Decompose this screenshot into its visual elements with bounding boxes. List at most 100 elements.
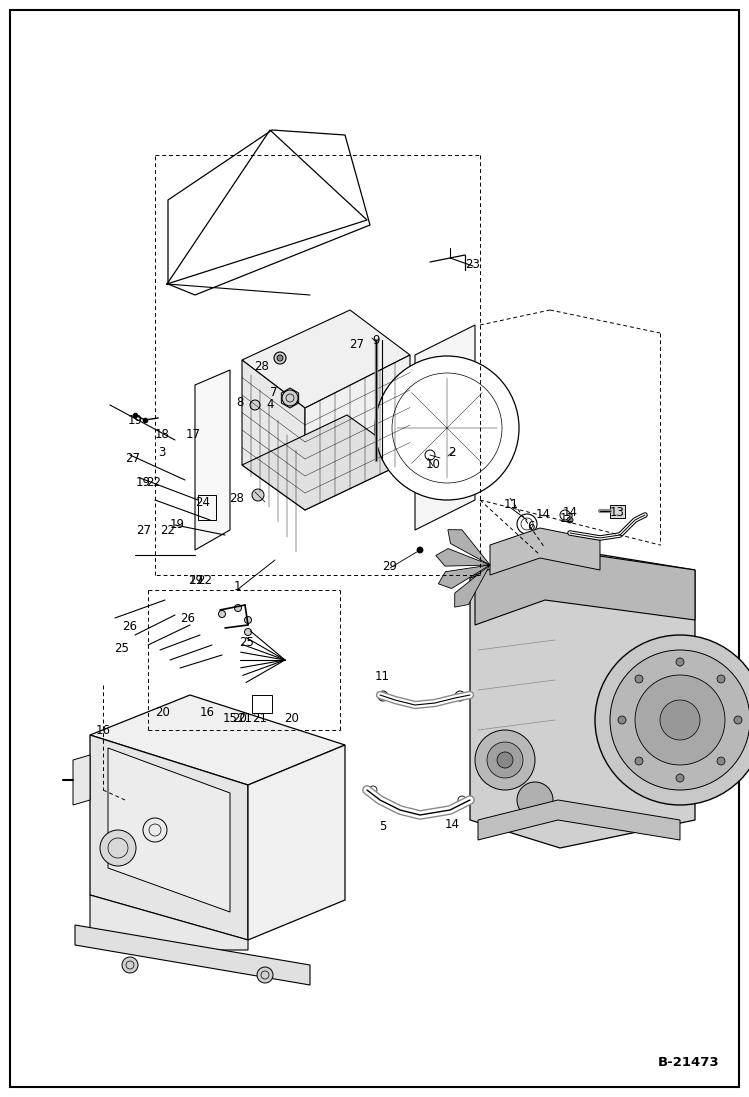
Circle shape: [219, 611, 225, 618]
Text: 28: 28: [229, 491, 244, 505]
Text: 27: 27: [136, 523, 151, 536]
Circle shape: [375, 357, 519, 500]
Text: 20: 20: [285, 712, 300, 724]
Text: 14: 14: [444, 817, 459, 830]
Circle shape: [676, 658, 684, 666]
Text: 19: 19: [136, 476, 151, 489]
Circle shape: [635, 675, 725, 765]
Circle shape: [244, 629, 252, 635]
Circle shape: [274, 352, 286, 364]
Text: 20: 20: [156, 705, 171, 719]
Text: 4: 4: [266, 397, 273, 410]
Text: 19: 19: [169, 519, 184, 532]
Text: 2: 2: [448, 446, 455, 460]
Text: 8: 8: [237, 396, 243, 408]
Circle shape: [618, 716, 626, 724]
Text: 3: 3: [158, 445, 166, 459]
Circle shape: [122, 957, 138, 973]
Text: 17: 17: [186, 429, 201, 441]
Bar: [98, 759, 123, 769]
Text: 21: 21: [237, 712, 252, 724]
Text: 10: 10: [425, 457, 440, 471]
Circle shape: [635, 757, 643, 765]
Polygon shape: [90, 735, 248, 940]
Polygon shape: [242, 360, 305, 510]
Text: 1: 1: [233, 580, 240, 593]
Text: 27: 27: [126, 452, 141, 464]
Bar: [252, 695, 272, 713]
Polygon shape: [475, 548, 695, 625]
Polygon shape: [305, 355, 410, 510]
Polygon shape: [478, 800, 680, 840]
Text: 27: 27: [350, 338, 365, 351]
Circle shape: [567, 517, 573, 523]
Text: 23: 23: [466, 258, 480, 271]
Polygon shape: [610, 505, 625, 518]
Text: 11: 11: [374, 669, 389, 682]
Text: 26: 26: [123, 621, 138, 633]
Polygon shape: [90, 895, 248, 950]
Polygon shape: [448, 530, 490, 565]
Text: 9: 9: [372, 333, 380, 347]
Circle shape: [717, 675, 725, 683]
Circle shape: [595, 635, 749, 805]
Polygon shape: [242, 415, 410, 510]
Bar: [98, 735, 123, 745]
Text: 7: 7: [270, 385, 278, 398]
Circle shape: [417, 547, 423, 553]
Circle shape: [252, 489, 264, 501]
Circle shape: [487, 742, 523, 778]
Polygon shape: [90, 695, 345, 785]
Text: 22: 22: [160, 523, 175, 536]
Circle shape: [517, 782, 553, 818]
Text: 18: 18: [154, 429, 169, 441]
Polygon shape: [248, 745, 345, 940]
Bar: [198, 495, 216, 520]
Text: 19: 19: [189, 574, 204, 587]
Text: 25: 25: [240, 636, 255, 649]
Circle shape: [734, 716, 742, 724]
Text: 16: 16: [96, 724, 111, 736]
Circle shape: [475, 730, 535, 790]
Polygon shape: [490, 528, 600, 575]
Polygon shape: [75, 925, 310, 985]
Text: 28: 28: [255, 360, 270, 373]
Text: 19: 19: [127, 414, 142, 427]
Polygon shape: [195, 370, 230, 550]
Text: 26: 26: [181, 611, 195, 624]
Circle shape: [660, 700, 700, 740]
Text: B-21473: B-21473: [658, 1056, 719, 1068]
Polygon shape: [73, 755, 90, 805]
Text: 6: 6: [527, 520, 535, 533]
Text: 20: 20: [232, 712, 247, 724]
Circle shape: [277, 355, 283, 361]
Text: 15: 15: [222, 712, 237, 724]
Circle shape: [717, 757, 725, 765]
Text: 25: 25: [115, 643, 130, 656]
Text: 29: 29: [383, 559, 398, 573]
Polygon shape: [415, 325, 475, 530]
Text: 22: 22: [198, 574, 213, 587]
Circle shape: [610, 651, 749, 790]
Polygon shape: [470, 548, 695, 848]
Text: 16: 16: [199, 705, 214, 719]
Circle shape: [244, 617, 252, 623]
Text: 27: 27: [189, 574, 204, 587]
Circle shape: [635, 675, 643, 683]
Text: 12: 12: [560, 511, 574, 524]
Text: 11: 11: [503, 498, 518, 511]
Circle shape: [676, 774, 684, 782]
Text: 5: 5: [379, 819, 386, 833]
Circle shape: [100, 830, 136, 866]
Text: 13: 13: [610, 507, 625, 520]
Polygon shape: [242, 310, 410, 408]
Polygon shape: [108, 748, 230, 912]
Circle shape: [234, 604, 241, 611]
Polygon shape: [436, 548, 490, 566]
Circle shape: [250, 400, 260, 410]
Text: 21: 21: [252, 712, 267, 724]
Circle shape: [282, 391, 298, 406]
Polygon shape: [455, 565, 490, 607]
Text: 14: 14: [562, 506, 577, 519]
Bar: [98, 747, 123, 757]
